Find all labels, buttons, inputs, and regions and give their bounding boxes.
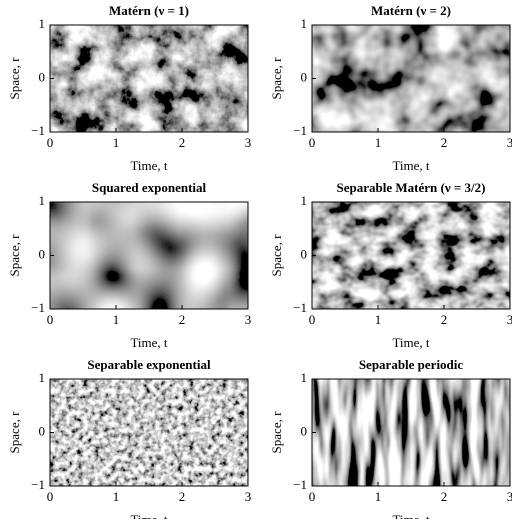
- x-tick-label: 3: [245, 312, 252, 327]
- x-tick-label: 2: [441, 135, 448, 150]
- x-axis-label: Time, t: [392, 158, 429, 173]
- x-tick-label: 3: [507, 135, 512, 150]
- x-tick-label: 2: [179, 489, 186, 504]
- x-tick-label: 2: [441, 489, 448, 504]
- y-axis-label: Space, r: [7, 411, 22, 454]
- y-axis-label: Space, r: [269, 234, 284, 277]
- y-tick-label: 1: [39, 193, 46, 208]
- x-tick-label: 1: [375, 489, 382, 504]
- y-tick-label: 1: [301, 370, 308, 385]
- x-axis-label: Time, t: [130, 512, 167, 519]
- y-tick-label: −1: [293, 123, 307, 138]
- heatmap-image: [312, 25, 510, 132]
- heatmap-image: [312, 379, 510, 486]
- heatmap-image: [50, 379, 248, 486]
- y-tick-label: 0: [39, 69, 46, 84]
- x-axis-label: Time, t: [130, 335, 167, 350]
- x-tick-label: 1: [113, 135, 120, 150]
- x-tick-label: 3: [507, 312, 512, 327]
- x-tick-label: 0: [47, 489, 54, 504]
- y-axis-label: Space, r: [7, 57, 22, 100]
- y-tick-label: −1: [293, 300, 307, 315]
- chart-title: Separable periodic: [359, 357, 464, 372]
- heatmap-image: [312, 202, 510, 309]
- x-tick-label: 2: [179, 312, 186, 327]
- x-tick-label: 0: [309, 312, 316, 327]
- y-tick-label: 0: [301, 246, 308, 261]
- y-tick-label: 1: [39, 370, 46, 385]
- y-tick-label: −1: [31, 123, 45, 138]
- chart-title: Separable exponential: [87, 357, 211, 372]
- x-tick-label: 1: [113, 312, 120, 327]
- y-tick-label: −1: [293, 477, 307, 492]
- y-tick-label: 1: [301, 193, 308, 208]
- x-tick-label: 3: [245, 135, 252, 150]
- x-tick-label: 3: [245, 489, 252, 504]
- y-tick-label: −1: [31, 300, 45, 315]
- x-tick-label: 1: [375, 312, 382, 327]
- y-tick-label: 0: [301, 423, 308, 438]
- x-tick-label: 1: [113, 489, 120, 504]
- y-tick-label: 1: [39, 16, 46, 31]
- x-tick-label: 0: [47, 135, 54, 150]
- chart-title: Matérn (ν = 1): [109, 3, 189, 18]
- heatmap-image: [50, 202, 248, 309]
- y-tick-label: 0: [39, 423, 46, 438]
- chart-title: Separable Matérn (ν = 3/2): [337, 180, 486, 195]
- x-tick-label: 0: [309, 135, 316, 150]
- y-tick-label: 0: [39, 246, 46, 261]
- chart-title: Matérn (ν = 2): [371, 3, 451, 18]
- chart-title: Squared exponential: [92, 180, 207, 195]
- y-tick-label: −1: [31, 477, 45, 492]
- heatmap-image: [50, 25, 248, 132]
- y-axis-label: Space, r: [269, 57, 284, 100]
- x-axis-label: Time, t: [392, 512, 429, 519]
- y-axis-label: Space, r: [7, 234, 22, 277]
- x-tick-label: 2: [441, 312, 448, 327]
- x-tick-label: 1: [375, 135, 382, 150]
- x-tick-label: 0: [47, 312, 54, 327]
- x-axis-label: Time, t: [392, 335, 429, 350]
- x-tick-label: 3: [507, 489, 512, 504]
- x-tick-label: 0: [309, 489, 316, 504]
- x-axis-label: Time, t: [130, 158, 167, 173]
- x-tick-label: 2: [179, 135, 186, 150]
- y-axis-label: Space, r: [269, 411, 284, 454]
- y-tick-label: 1: [301, 16, 308, 31]
- y-tick-label: 0: [301, 69, 308, 84]
